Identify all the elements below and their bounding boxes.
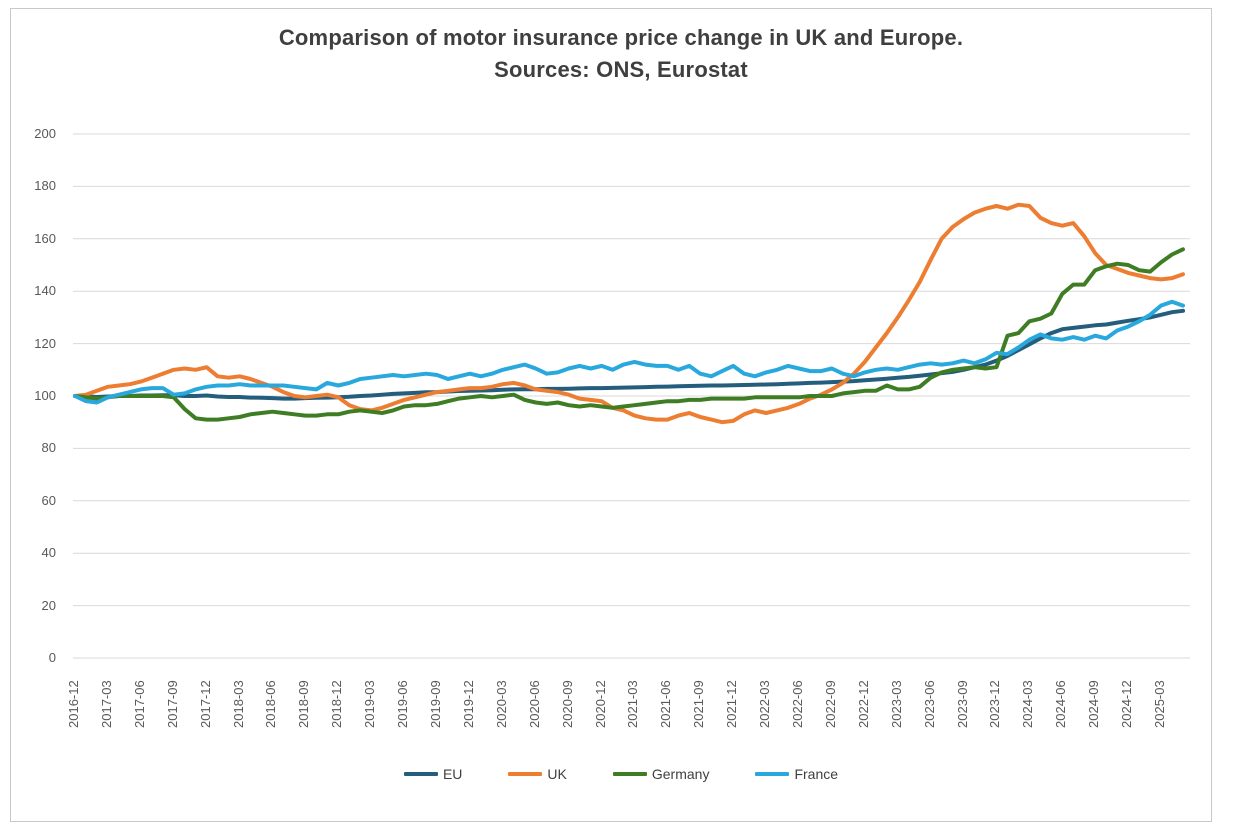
x-axis-tick-label: 2024-09 xyxy=(1086,680,1102,728)
x-axis-tick-label: 2023-03 xyxy=(888,680,904,728)
x-axis-tick-label: 2022-06 xyxy=(790,680,806,728)
y-axis-tick-label: 180 xyxy=(34,178,56,194)
y-axis-tick-label: 20 xyxy=(41,597,56,613)
x-axis-tick-label: 2017-12 xyxy=(197,680,213,728)
x-axis-tick-label: 2020-12 xyxy=(592,680,608,728)
legend: EU UK Germany France xyxy=(0,766,1242,782)
x-axis-tick-label: 2022-03 xyxy=(757,680,773,728)
x-axis-tick-label: 2021-06 xyxy=(658,680,674,728)
series-line-uk xyxy=(73,202,1185,425)
x-axis-tick-label: 2019-03 xyxy=(362,680,378,728)
x-axis-tick-label: 2018-09 xyxy=(296,680,312,728)
y-axis-tick-label: 60 xyxy=(41,492,56,508)
legend-item-france: France xyxy=(755,766,838,782)
x-axis-tick-label: 2020-06 xyxy=(526,680,542,728)
legend-item-uk: UK xyxy=(508,766,567,782)
x-axis-tick-label: 2019-06 xyxy=(395,680,411,728)
x-axis-tick-label: 2024-12 xyxy=(1119,680,1135,728)
chart-subtitle: Sources: ONS, Eurostat xyxy=(494,57,748,82)
x-axis-tick-label: 2021-09 xyxy=(691,680,707,728)
legend-item-eu: EU xyxy=(403,766,463,782)
x-axis-tick-label: 2019-12 xyxy=(460,680,476,728)
x-axis-tick-label: 2023-09 xyxy=(954,680,970,728)
x-axis-tick-label: 2023-06 xyxy=(921,680,937,728)
x-axis-tick-label: 2022-12 xyxy=(855,680,871,728)
legend-swatch-uk xyxy=(508,772,543,776)
y-axis-tick-label: 80 xyxy=(41,440,56,456)
x-axis-tick-label: 2017-06 xyxy=(131,680,147,728)
y-axis-tick-label: 140 xyxy=(34,283,56,299)
x-axis-tick-label: 2021-03 xyxy=(625,680,641,728)
legend-swatch-eu xyxy=(403,772,438,776)
y-axis-tick-label: 40 xyxy=(41,545,56,561)
x-axis-tick-label: 2021-12 xyxy=(724,680,740,728)
chart-border xyxy=(10,8,1212,822)
legend-label: France xyxy=(794,766,839,782)
x-axis-tick-label: 2018-12 xyxy=(329,680,345,728)
x-axis-tick-label: 2017-03 xyxy=(98,680,114,728)
y-axis-tick-label: 160 xyxy=(34,230,56,246)
y-axis-tick-label: 120 xyxy=(34,335,56,351)
x-axis-tick-label: 2024-06 xyxy=(1053,680,1069,728)
x-axis-tick-label: 2019-09 xyxy=(428,680,443,728)
chart-title: Comparison of motor insurance price chan… xyxy=(278,25,964,50)
x-axis-tick-label: 2016-12 xyxy=(66,680,81,728)
y-axis-tick-label: 200 xyxy=(34,126,56,141)
y-axis-tick-label: 100 xyxy=(34,388,56,403)
legend-swatch-germany xyxy=(612,772,647,776)
x-axis-tick-label: 2017-09 xyxy=(164,680,180,728)
series-line-france xyxy=(73,299,1185,405)
x-axis-tick-label: 2025-03 xyxy=(1152,680,1168,728)
x-axis-tick-label: 2020-03 xyxy=(493,680,509,728)
legend-label: Germany xyxy=(651,766,710,782)
legend-swatch-france xyxy=(755,772,790,776)
series-line-germany xyxy=(73,247,1185,422)
x-axis-tick-label: 2018-03 xyxy=(230,680,246,728)
y-axis-tick-label: 0 xyxy=(48,650,56,665)
legend-label: UK xyxy=(547,766,567,782)
chart-title-block: Comparison of motor insurance price chan… xyxy=(0,22,1242,86)
legend-item-germany: Germany xyxy=(612,766,710,782)
x-axis-tick-label: 2024-03 xyxy=(1020,680,1036,728)
x-axis-tick-label: 2018-06 xyxy=(263,680,279,728)
legend-label: EU xyxy=(442,766,463,782)
x-axis-tick-label: 2022-09 xyxy=(822,680,838,728)
x-axis-tick-label: 2023-12 xyxy=(987,680,1003,728)
x-axis-tick-label: 2020-09 xyxy=(559,680,575,728)
